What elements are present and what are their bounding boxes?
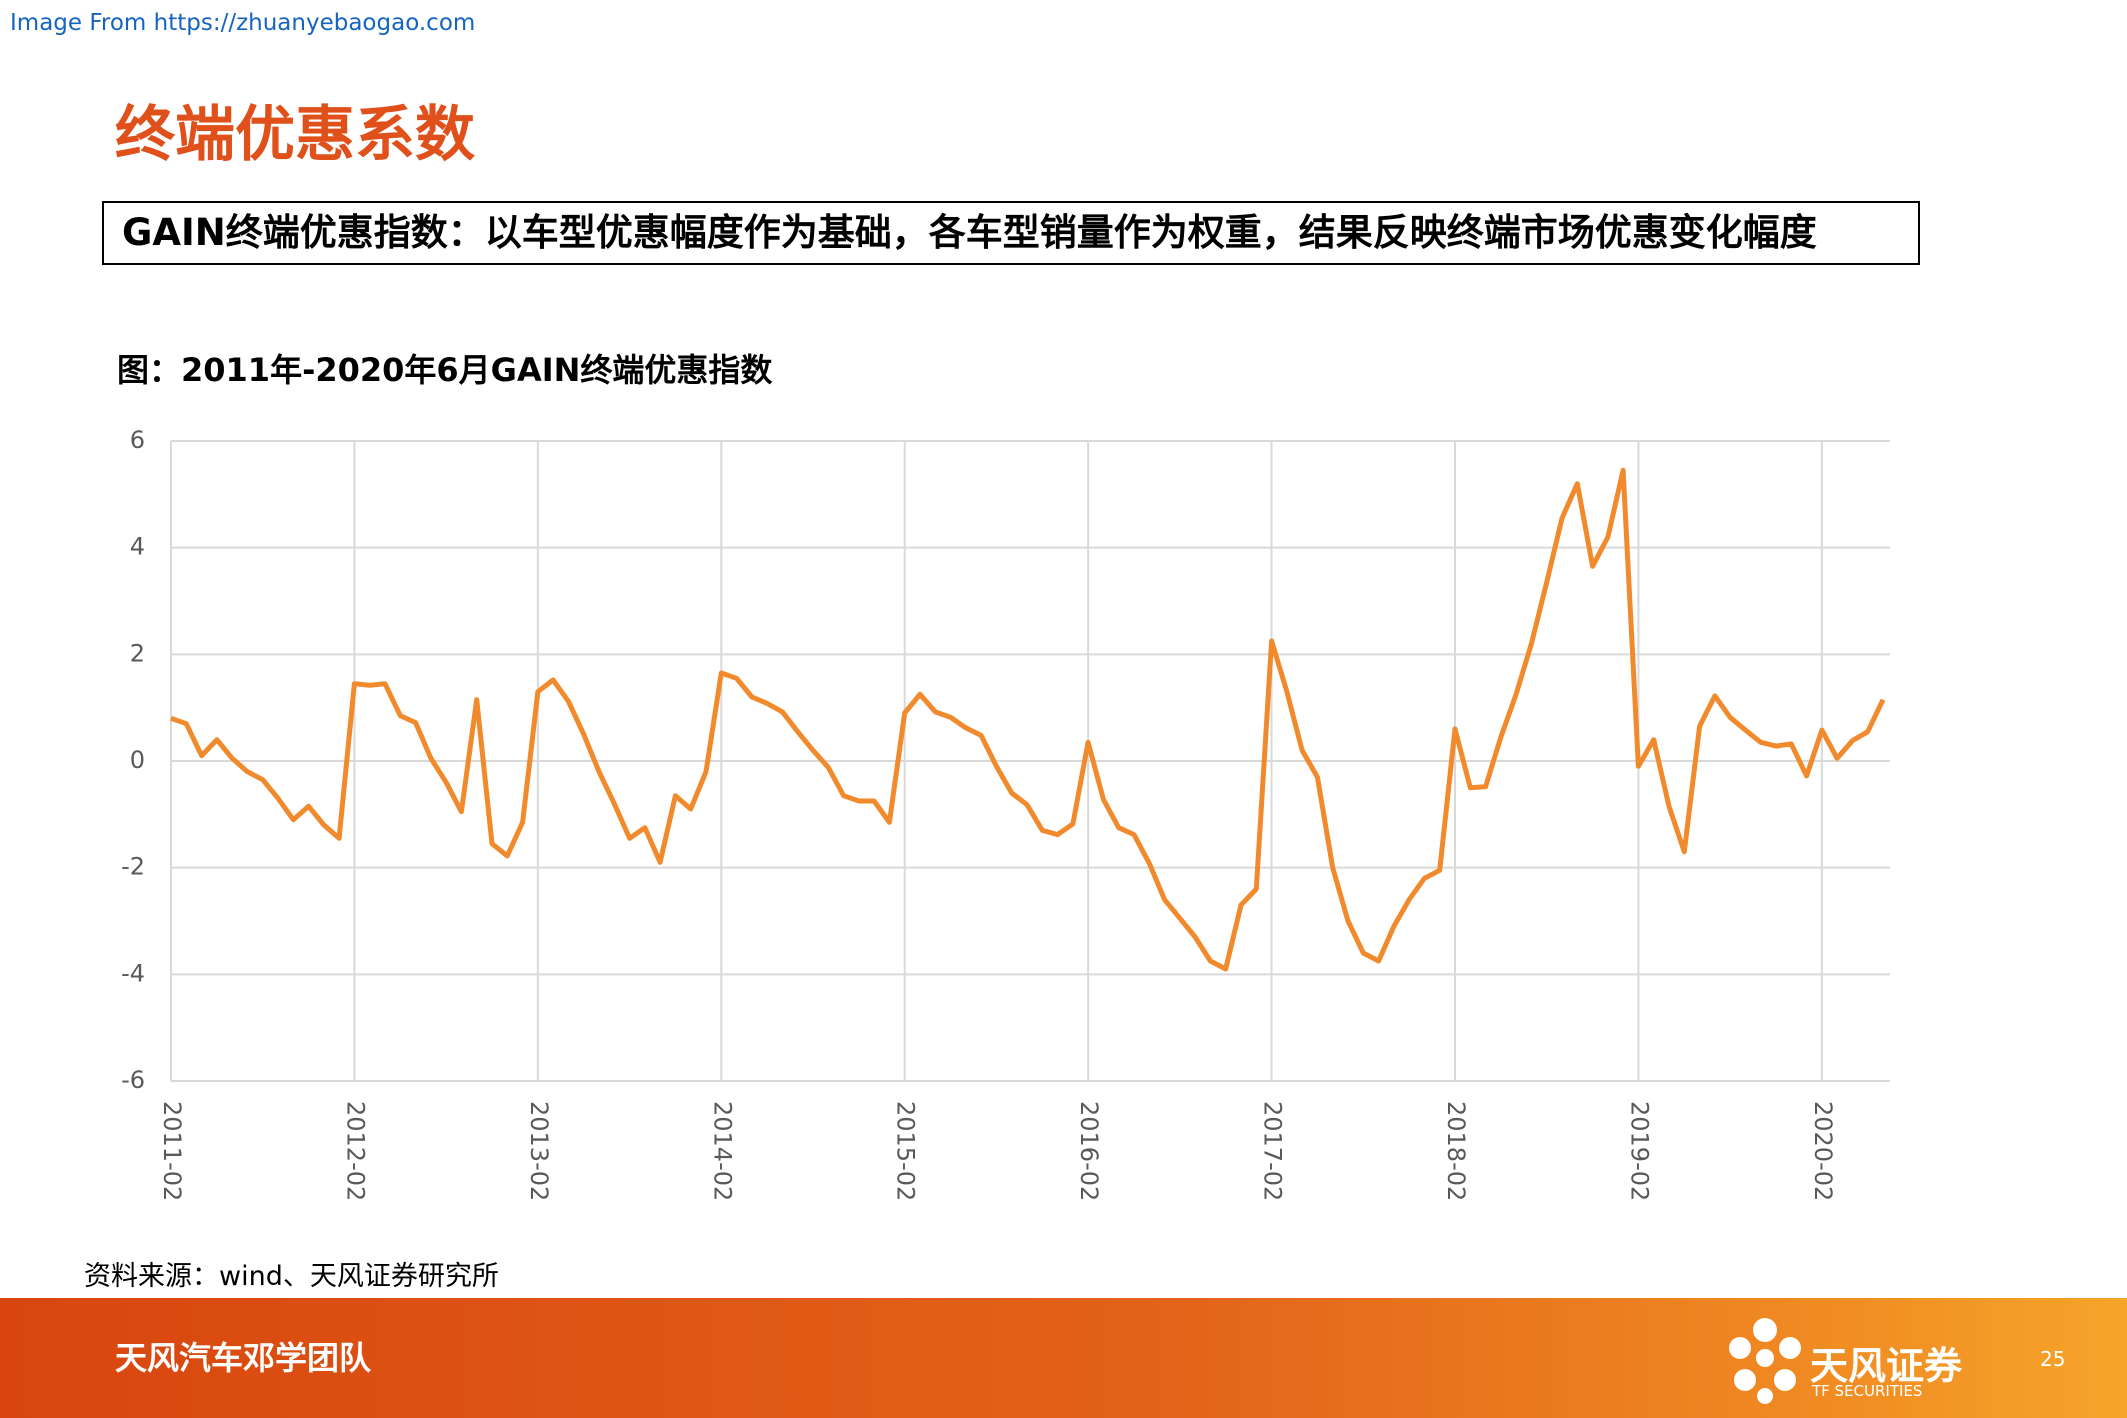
- x-tick-label: 2016-02: [1075, 1101, 1103, 1201]
- y-tick-label: -6: [121, 1066, 145, 1094]
- footer-team: 天风汽车邓学团队: [115, 1339, 372, 1377]
- x-tick-label: 2012-02: [341, 1101, 369, 1201]
- x-tick-label: 2020-02: [1809, 1101, 1837, 1201]
- x-tick-label: 2015-02: [892, 1101, 920, 1201]
- description-box: GAIN终端优惠指数：以车型优惠幅度作为基础，各车型销量作为权重，结果反映终端市…: [102, 201, 1920, 265]
- source-note: 资料来源：wind、天风证券研究所: [84, 1261, 499, 1292]
- y-tick-label: 0: [130, 746, 145, 774]
- x-tick-label: 2014-02: [708, 1101, 736, 1201]
- logo-icon: [1729, 1318, 1801, 1404]
- x-tick-label: 2017-02: [1259, 1101, 1287, 1201]
- logo-subtext: TF SECURITIES: [1812, 1382, 1923, 1400]
- page-number: 25: [2040, 1347, 2066, 1371]
- x-tick-label: 2018-02: [1442, 1101, 1470, 1201]
- y-tick-label: 6: [130, 426, 145, 454]
- page-title: 终端优惠系数: [115, 100, 475, 170]
- data-line: [170, 467, 1886, 972]
- chart-title: 图：2011年-2020年6月GAIN终端优惠指数: [117, 351, 773, 389]
- source-url: Image From https://zhuanyebaogao.com: [10, 10, 476, 36]
- x-tick-label: 2011-02: [158, 1101, 186, 1201]
- x-tick-label: 2013-02: [525, 1101, 553, 1201]
- x-tick-label: 2019-02: [1625, 1101, 1653, 1201]
- y-tick-label: -4: [121, 959, 145, 987]
- logo-text: 天风证券: [1810, 1344, 1963, 1388]
- y-tick-label: 2: [130, 639, 145, 667]
- y-tick-label: 4: [130, 533, 145, 561]
- y-tick-label: -2: [121, 853, 145, 881]
